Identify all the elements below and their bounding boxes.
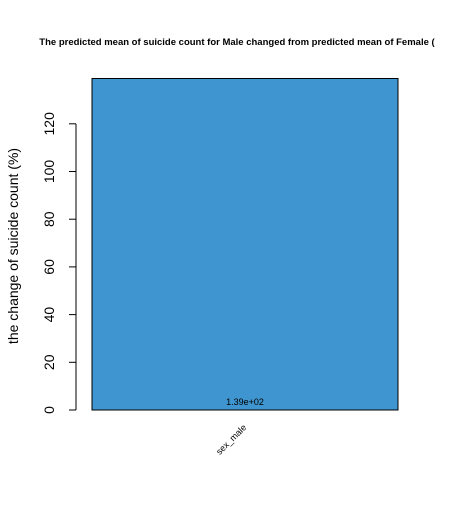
x-tick-labels: sex_male <box>214 422 248 456</box>
bar <box>91 78 399 411</box>
y-tick-label: 60 <box>41 259 57 275</box>
chart-title: The predicted mean of suicide count for … <box>39 37 435 48</box>
y-tick-label: 80 <box>41 211 57 227</box>
data-labels: 1.39e+02 <box>226 397 264 407</box>
y-tick-label: 100 <box>41 160 57 184</box>
data-label: 1.39e+02 <box>226 397 264 407</box>
y-axis-label: the change of suicide count (%) <box>5 148 21 344</box>
bars <box>91 78 399 411</box>
y-tick-label: 40 <box>41 307 57 323</box>
y-axis: 0 20 40 60 80 100 120 <box>41 112 77 414</box>
y-tick-label: 20 <box>41 354 57 370</box>
y-tick-label: 120 <box>41 112 57 136</box>
y-tick-label: 0 <box>41 406 57 414</box>
x-tick-label: sex_male <box>214 422 248 456</box>
